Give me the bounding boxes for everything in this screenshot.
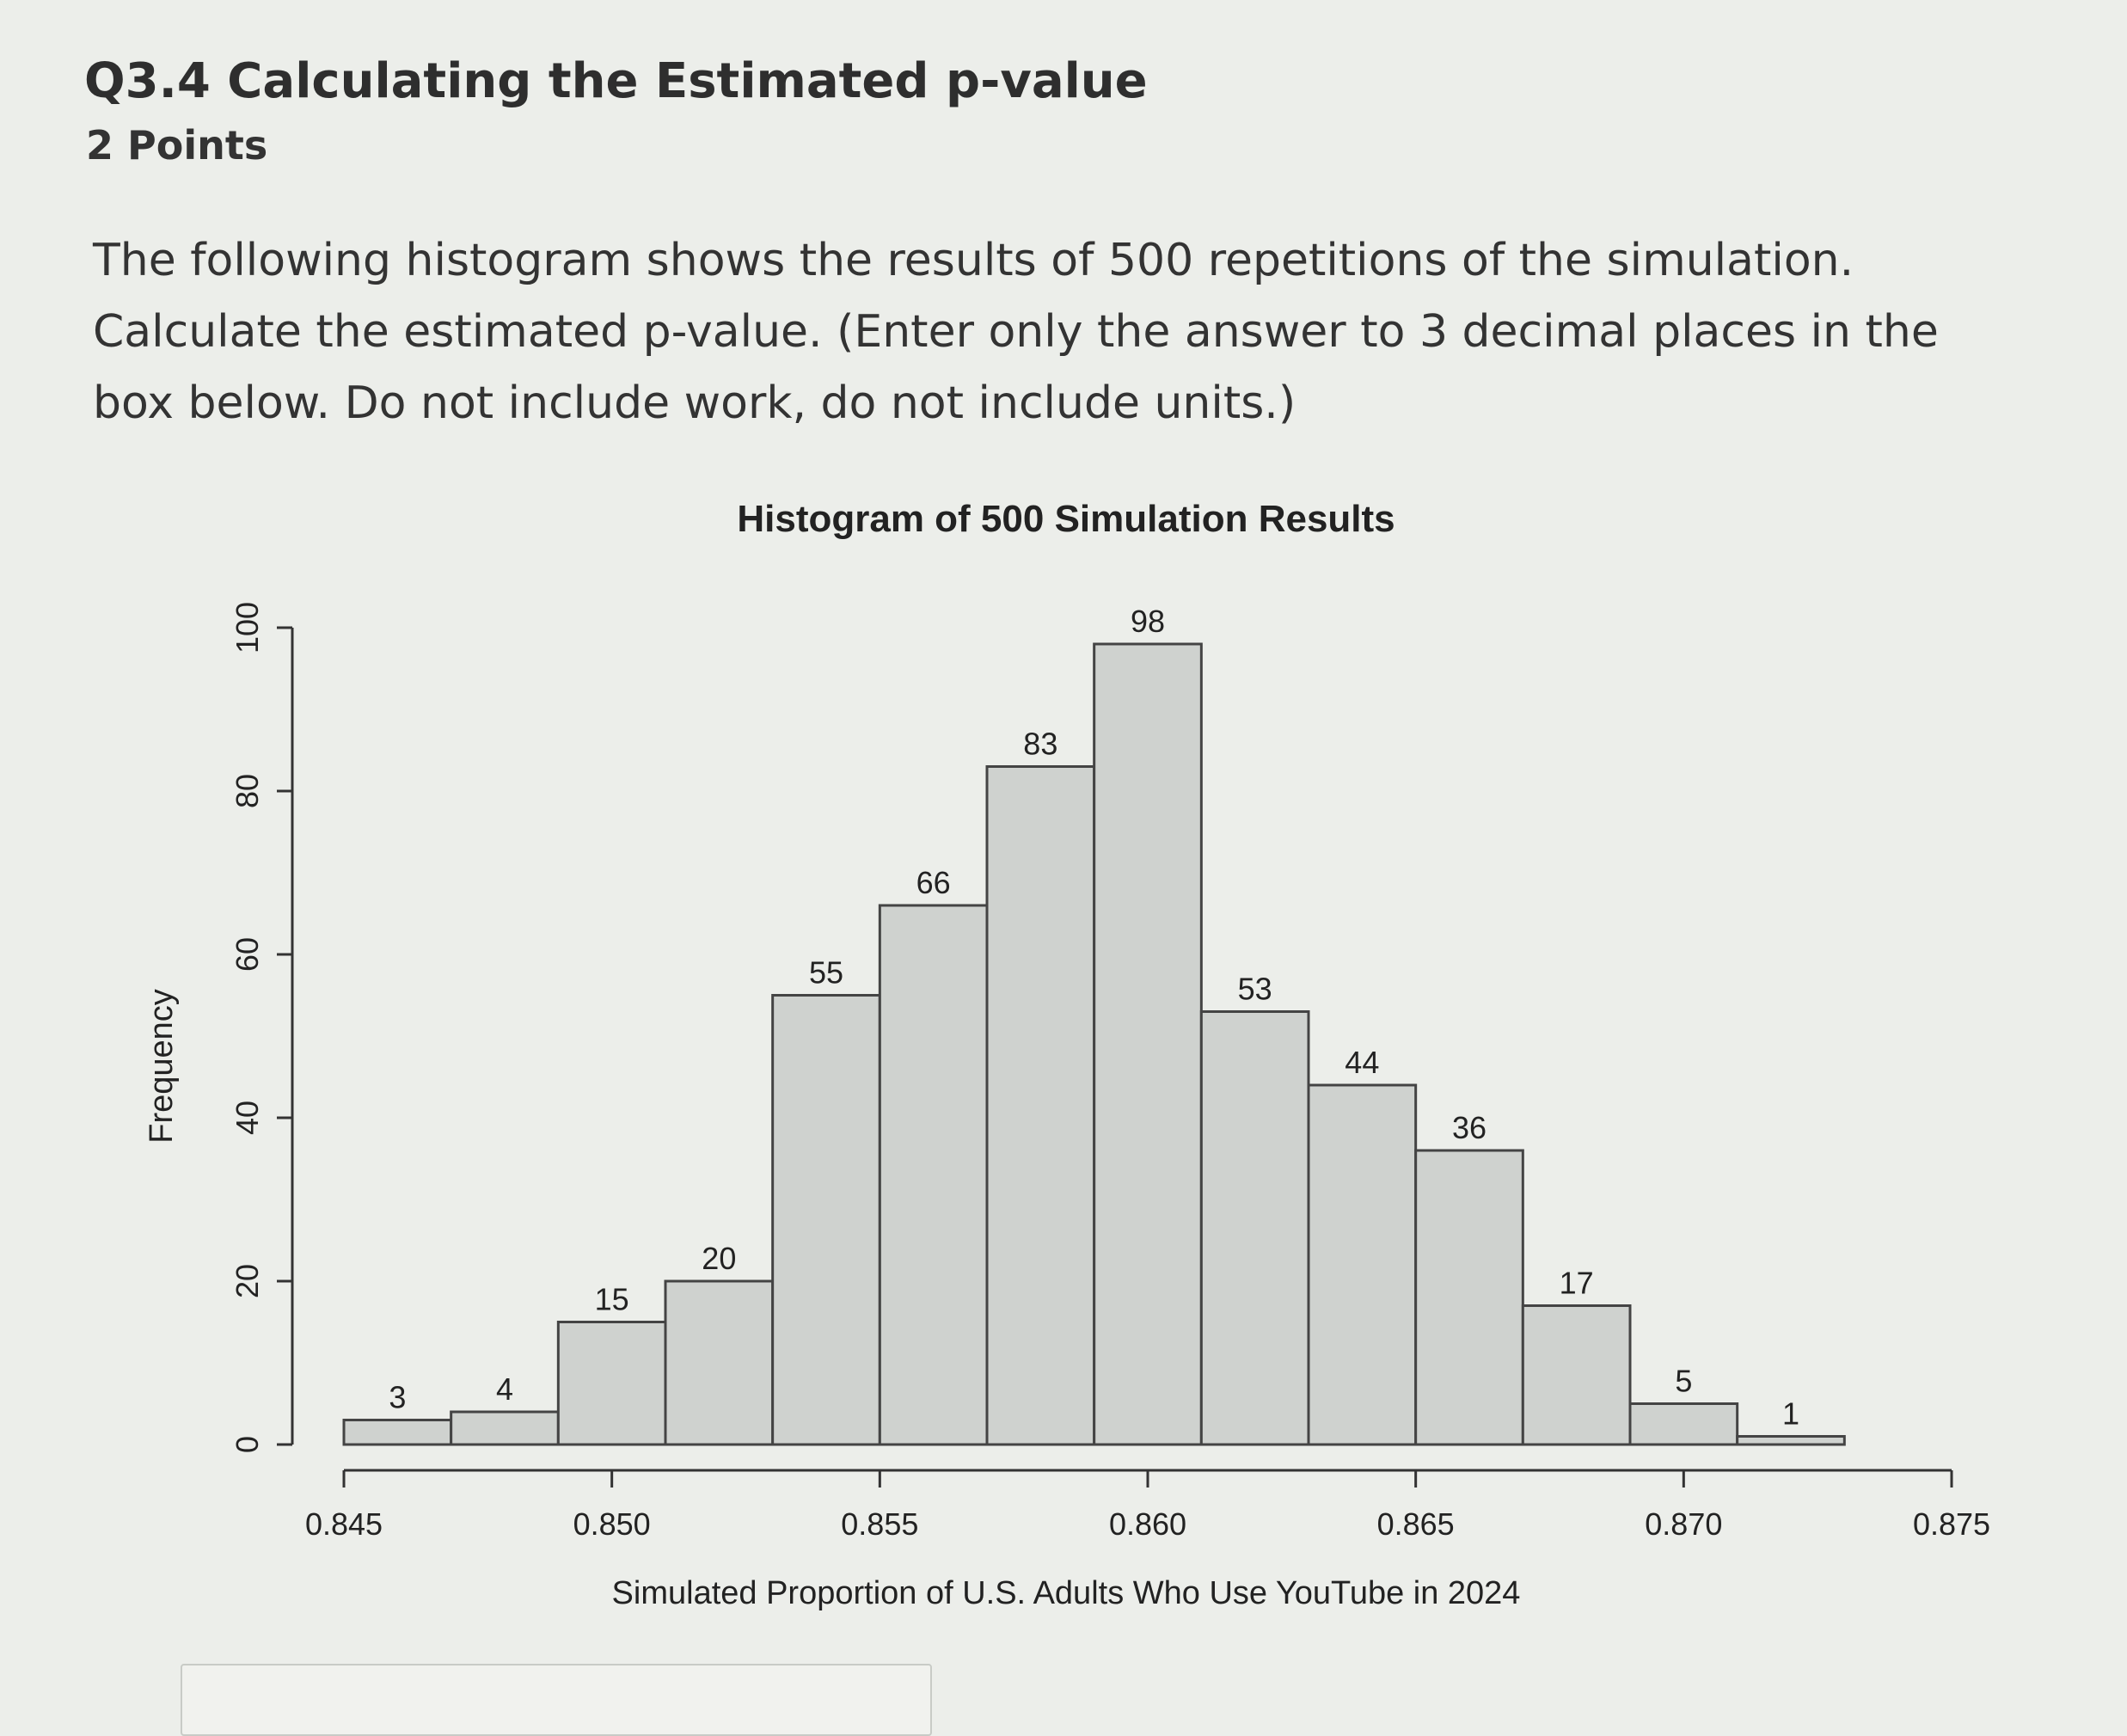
y-tick-label: 60 [230, 937, 265, 972]
y-tick-label: 20 [230, 1264, 265, 1298]
bar-value-label: 17 [1560, 1266, 1594, 1301]
histogram-bar [342, 1419, 453, 1446]
bar-value-label: 4 [496, 1371, 513, 1407]
x-tick-label: 0.855 [841, 1506, 918, 1542]
y-axis-label: Frequency [144, 989, 180, 1144]
bar-value-label: 5 [1675, 1364, 1692, 1399]
histogram-bar [1521, 1304, 1632, 1446]
x-tick-label: 0.860 [1109, 1506, 1186, 1542]
histogram-bar [771, 994, 881, 1446]
answer-input[interactable] [181, 1664, 932, 1736]
bar-value-label: 15 [595, 1282, 629, 1317]
x-tick-label: 0.865 [1377, 1506, 1455, 1542]
bar-value-label: 3 [389, 1380, 406, 1415]
axes-group: 0 20 40 60 80 100 0.845 0.850 0.855 0.860 0.865 0.8… [230, 602, 1990, 1542]
histogram-chart: Histogram of 500 Simulation Results Simu… [144, 498, 1990, 1611]
histogram-bar [1199, 1010, 1310, 1446]
histogram-bar [878, 904, 989, 1446]
y-tick-label: 40 [230, 1101, 265, 1135]
histogram-bar [1414, 1149, 1524, 1446]
bar-value-label: 20 [702, 1241, 736, 1276]
y-tick-label: 100 [230, 602, 265, 653]
y-tick-label: 80 [230, 774, 265, 808]
histogram-bar [1307, 1083, 1418, 1446]
x-tick-label: 0.875 [1913, 1506, 1990, 1542]
histogram-bar [1628, 1402, 1739, 1446]
chart-title: Histogram of 500 Simulation Results [737, 498, 1395, 540]
x-tick-label: 0.870 [1645, 1506, 1722, 1542]
bar-value-label: 1 [1782, 1396, 1799, 1432]
bars-group [342, 642, 1846, 1446]
histogram-bar [1093, 642, 1203, 1446]
bar-value-label: 55 [809, 955, 843, 991]
histogram-bar [556, 1321, 667, 1446]
y-tick-label: 0 [230, 1436, 265, 1453]
bar-value-label: 44 [1345, 1045, 1379, 1080]
question-points: 2 Points [86, 122, 268, 169]
histogram-bar [1736, 1435, 1846, 1446]
histogram-bar [664, 1279, 775, 1446]
bar-value-label: 53 [1238, 972, 1272, 1007]
x-axis-label: Simulated Proportion of U.S. Adults Who … [612, 1575, 1521, 1611]
x-tick-label: 0.850 [573, 1506, 651, 1542]
question-prompt: The following histogram shows the result… [93, 235, 1939, 429]
histogram-bar [450, 1410, 560, 1446]
data-labels-group: 3 4 15 20 55 66 83 98 53 44 36 17 5 1 [389, 604, 1799, 1432]
bar-value-label: 98 [1131, 604, 1165, 639]
bar-value-label: 66 [916, 865, 951, 900]
bar-value-label: 36 [1452, 1110, 1486, 1145]
histogram-bar [985, 765, 1096, 1446]
bar-value-label: 83 [1023, 727, 1057, 762]
x-tick-label: 0.845 [305, 1506, 383, 1542]
question-title: Q3.4 Calculating the Estimated p-value [84, 53, 1148, 109]
